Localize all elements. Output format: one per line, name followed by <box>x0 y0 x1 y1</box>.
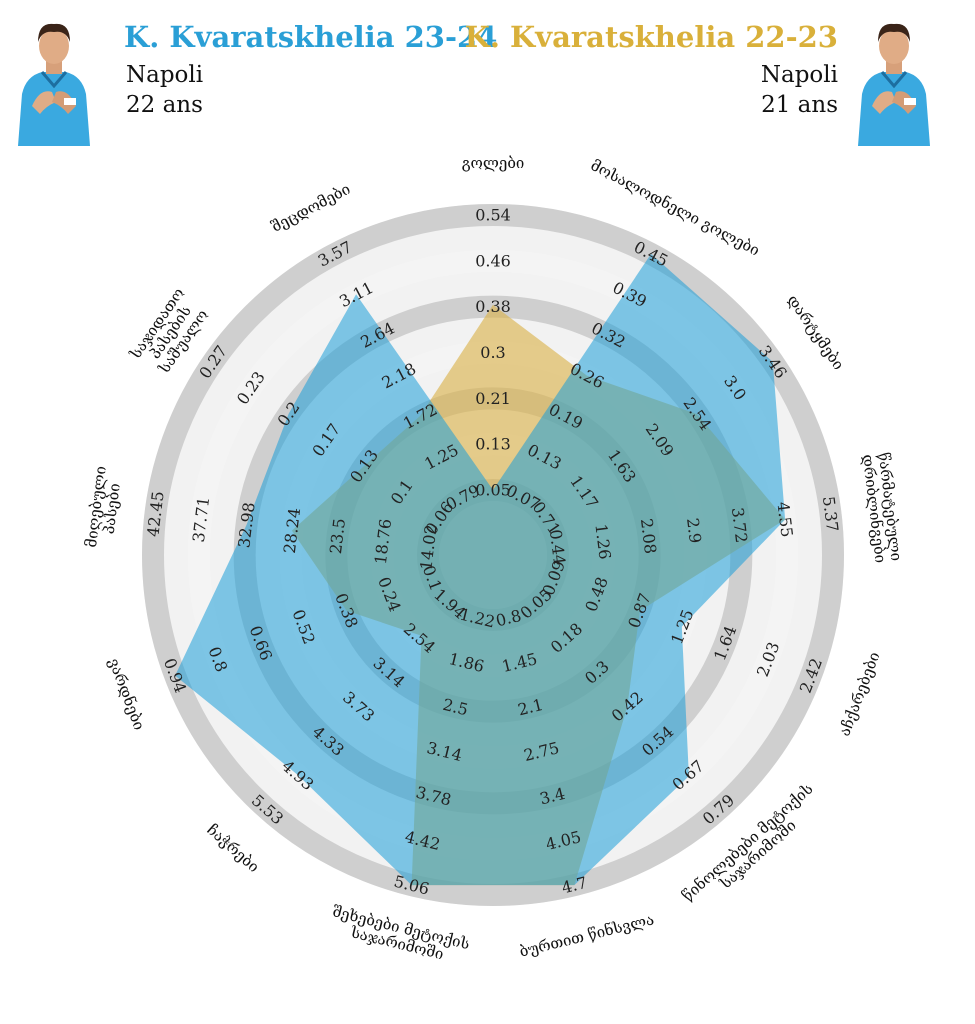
axis-label: აჩქარებები <box>835 649 883 738</box>
club-previous: Napoli <box>760 62 838 88</box>
tick-label: 5.37 <box>819 495 842 533</box>
age-previous: 21 ans <box>761 92 838 118</box>
axis-label-line: გოლები <box>462 154 525 172</box>
tick-label: 0.46 <box>475 251 511 270</box>
axis-label: წარმატებულიდრიბლინგები <box>859 451 906 564</box>
axis-label-line: ბურთით წინსვლა <box>518 910 656 960</box>
tick-label: 23.5 <box>326 517 349 555</box>
axis-label: შეცდომები <box>268 180 353 236</box>
club-current: Napoli <box>126 62 204 88</box>
axis-label: გოლები <box>462 154 525 172</box>
tick-label: 2.9 <box>683 517 705 545</box>
tick-label: 0.38 <box>475 297 511 316</box>
axis-label-line: ვარდნები <box>105 656 149 733</box>
tick-label: 0.05 <box>475 481 511 500</box>
tick-label: 4.55 <box>773 501 796 539</box>
tick-label: 0.13 <box>475 435 511 454</box>
age-current: 22 ans <box>126 92 203 118</box>
axis-label: საჯიდათოპასებისსაშუალო <box>126 284 214 381</box>
tick-label: 0.54 <box>475 206 511 225</box>
axis-label-line: აჩქარებები <box>835 649 883 738</box>
tick-label: 0.3 <box>480 343 505 362</box>
player-name-current: K. Kvaratskhelia 23-24 <box>124 20 498 54</box>
axis-label: ბურთით წინსვლა <box>518 910 656 960</box>
player-photo-right <box>852 14 936 146</box>
player-name-previous: K. Kvaratskhelia 22-23 <box>464 20 838 54</box>
tick-label: 1.26 <box>591 523 614 561</box>
axis-label: დარტყმები <box>784 291 848 373</box>
tick-label: 3.72 <box>728 506 751 544</box>
axis-label-line: ჩაჭრები <box>203 821 262 876</box>
tick-label: 2.08 <box>637 517 660 555</box>
axis-label-line: შეცდომები <box>268 180 353 236</box>
tick-label: 0.44 <box>546 528 569 566</box>
axis-label: მიღებულიპასები <box>82 465 126 550</box>
axis-label: ჩაჭრები <box>203 821 262 876</box>
series-area-0 <box>175 253 786 886</box>
tick-label: 0.21 <box>475 389 511 408</box>
axis-label: ვარდნები <box>105 656 149 733</box>
axis-label-line: დარტყმები <box>784 291 848 373</box>
player-photo-left <box>12 14 96 146</box>
radar-ring <box>142 204 844 906</box>
axis-label: შეხებები მეტოქისსაჯარიმოში <box>327 902 472 969</box>
